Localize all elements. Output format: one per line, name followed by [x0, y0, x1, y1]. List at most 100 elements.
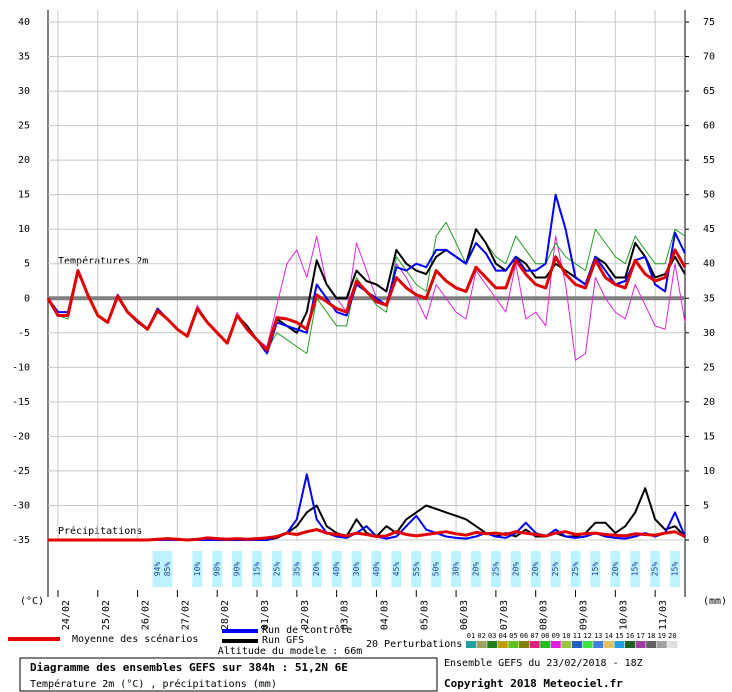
snow-label: 15%: [591, 562, 600, 577]
y-tick-label: -15: [12, 397, 30, 408]
perturbation-code: 14: [605, 632, 613, 640]
snow-box: [411, 551, 422, 587]
x-tick-label: 27/02: [180, 600, 191, 630]
perturbation-swatch: [572, 641, 582, 648]
perturbation-code: 10: [562, 632, 570, 640]
perturbations-label: 20 Perturbations: [366, 639, 462, 650]
perturbation-swatch: [646, 641, 657, 648]
y-tick-label: -35: [12, 535, 30, 546]
y2-tick-label: 10: [703, 466, 715, 477]
y2-tick-label: 45: [703, 224, 715, 235]
snow-box: [590, 551, 601, 587]
x-tick-label: 06/03: [459, 600, 470, 630]
perturbation-swatch: [508, 641, 519, 648]
perturbation-code: 05: [509, 632, 517, 640]
perturbation-code: 11: [573, 632, 581, 640]
precipitation-line: [48, 528, 686, 542]
precipitation-label: Précipitations: [58, 525, 142, 537]
y2-tick-label: 35: [703, 293, 715, 304]
altitude: Altitude du modele : 66m: [218, 646, 363, 657]
perturbation-swatch: [667, 641, 678, 648]
perturbation-swatch: [519, 641, 529, 648]
snow-label: 90%: [233, 562, 242, 577]
perturbation-swatch: [529, 641, 540, 648]
x-tick-label: 26/02: [141, 600, 152, 630]
snow-box: [252, 551, 263, 587]
y2-tick-label: 65: [703, 86, 715, 97]
y2-tick-label: 40: [703, 259, 715, 270]
snow-label: 15%: [671, 562, 680, 577]
y2-tick-label: 75: [703, 17, 715, 28]
legend-label: Run GFS: [262, 635, 304, 646]
x-tick-label: 24/02: [61, 600, 72, 630]
snow-label: 10%: [193, 562, 202, 577]
y2-tick-label: 15: [703, 431, 715, 442]
x-tick-label: 28/02: [220, 600, 231, 630]
y-tick-label: 15: [18, 190, 30, 201]
y-tick-label: -25: [12, 466, 30, 477]
x-tick-label: 25/02: [101, 600, 112, 630]
perturbation-code: 01: [467, 632, 475, 640]
y2-tick-label: 30: [703, 328, 715, 339]
perturbation-code: 06: [520, 632, 528, 640]
snow-label: 94%: [153, 562, 162, 577]
snow-label: 25%: [651, 562, 660, 577]
snow-box: [351, 551, 362, 587]
x-tick-label: 08/03: [539, 600, 550, 630]
perturbation-swatch: [603, 641, 614, 648]
snow-box: [490, 551, 501, 587]
y-axis-label: (°C): [20, 596, 44, 607]
y-tick-label: -30: [12, 500, 30, 511]
snow-label: 50%: [432, 562, 441, 577]
perturbation-code: 20: [668, 632, 676, 640]
perturbation-swatch: [561, 641, 572, 648]
snow-box: [152, 551, 163, 587]
run-info: Ensemble GEFS du 23/02/2018 - 18Z: [444, 658, 643, 669]
perturbation-swatch: [466, 641, 476, 648]
snow-label: 15%: [253, 562, 262, 577]
snow-box: [470, 551, 481, 587]
snow-box: [610, 551, 621, 587]
y-tick-label: -10: [12, 362, 30, 373]
snow-label: 55%: [412, 562, 421, 577]
perturbation-code: 19: [658, 632, 666, 640]
snow-label: 20%: [611, 562, 620, 577]
x-tick-label: 07/03: [499, 600, 510, 630]
snow-label: 20%: [312, 562, 321, 577]
snow-box: [431, 551, 442, 587]
y-tick-label: 40: [18, 17, 30, 28]
title-box: [19, 657, 438, 692]
temperature-label: Températures 2m: [58, 255, 148, 267]
perturbation-swatch: [635, 641, 646, 648]
snow-label: 30%: [452, 562, 461, 577]
perturbation-swatch: [487, 641, 498, 648]
y2-tick-label: 55: [703, 155, 715, 166]
snow-box: [331, 551, 342, 587]
perturbation-code: 12: [583, 632, 591, 640]
x-tick-label: 02/03: [300, 600, 311, 630]
snow-label: 98%: [213, 562, 222, 577]
y-tick-label: -20: [12, 431, 30, 442]
perturbation-code: 09: [552, 632, 560, 640]
x-tick-label: 11/03: [658, 600, 669, 630]
snow-label: 25%: [571, 562, 580, 577]
x-tick-label: 10/03: [618, 600, 629, 630]
x-tick-label: 05/03: [419, 600, 430, 630]
perturbation-swatch: [656, 641, 667, 648]
y2-tick-label: 70: [703, 52, 715, 63]
snow-label: 25%: [272, 562, 281, 577]
y2-axis-label: (mm): [703, 596, 727, 607]
y2-tick-label: 0: [703, 535, 709, 546]
y2-tick-label: 5: [703, 500, 709, 511]
snow-box: [212, 551, 223, 587]
y-tick-label: 5: [24, 259, 30, 270]
snow-box: [451, 551, 462, 587]
x-tick-label: 01/03: [260, 600, 271, 630]
snow-box: [670, 551, 681, 587]
perturbation-swatch: [614, 641, 625, 648]
snow-label: 40%: [372, 562, 381, 577]
snow-box: [371, 551, 382, 587]
snow-label: 20%: [531, 562, 540, 577]
